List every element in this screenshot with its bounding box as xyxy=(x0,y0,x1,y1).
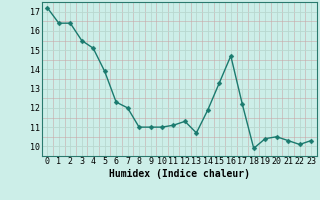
X-axis label: Humidex (Indice chaleur): Humidex (Indice chaleur) xyxy=(109,169,250,179)
